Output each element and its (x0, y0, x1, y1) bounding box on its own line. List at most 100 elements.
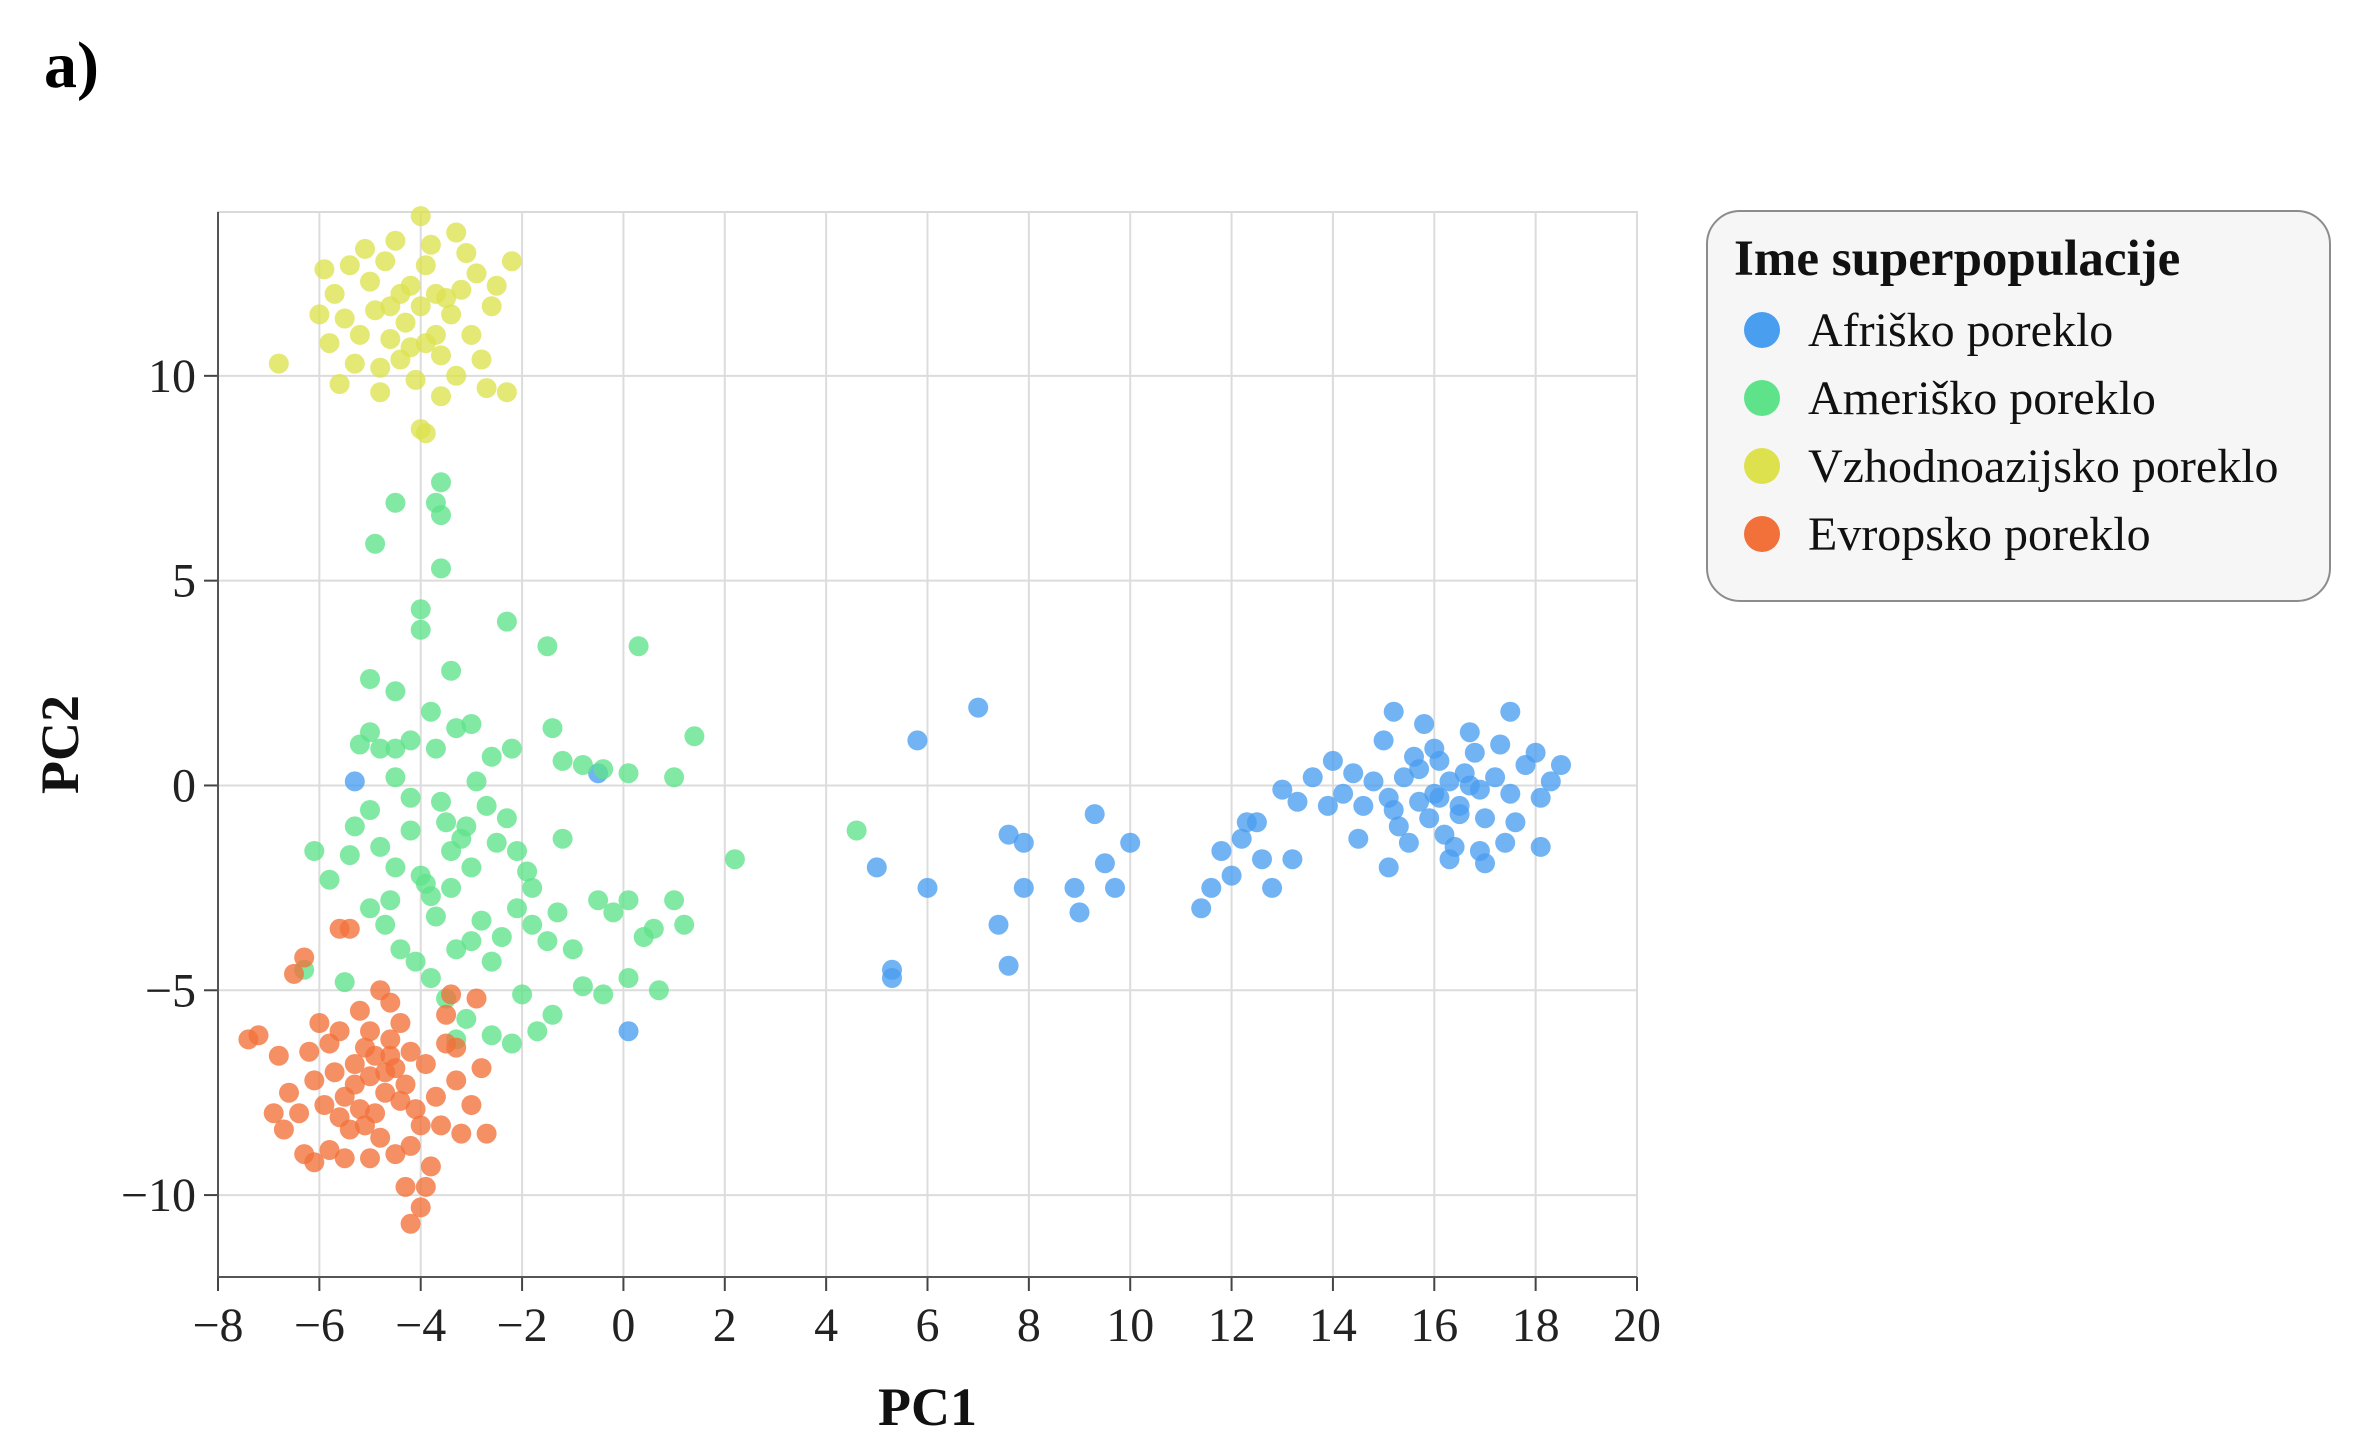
data-point (289, 1103, 310, 1124)
data-point (486, 275, 507, 296)
data-point (451, 279, 472, 300)
data-point (1383, 701, 1404, 722)
data-point (1409, 791, 1430, 812)
data-point (446, 718, 467, 739)
data-point (664, 767, 685, 788)
data-point (1013, 832, 1034, 853)
data-point (466, 988, 487, 1009)
data-point (1287, 791, 1308, 812)
data-point (1231, 828, 1252, 849)
data-point (344, 771, 365, 792)
data-point (1485, 767, 1506, 788)
x-tick-label: −6 (294, 1299, 345, 1352)
legend-swatch (1744, 516, 1780, 552)
x-tick-label: 8 (1017, 1299, 1041, 1352)
data-point (415, 423, 436, 444)
data-point (400, 1041, 421, 1062)
data-point (1490, 734, 1511, 755)
data-point (618, 763, 639, 784)
data-point (349, 1000, 370, 1021)
data-point (496, 611, 517, 632)
data-point (1551, 755, 1571, 775)
data-point (319, 1033, 340, 1054)
legend-label: Vzhodnoazijsko poreklo (1808, 439, 2279, 493)
data-point (405, 1099, 426, 1120)
data-point (562, 939, 583, 960)
data-point (1475, 808, 1495, 829)
data-point (375, 1062, 396, 1083)
data-point (1475, 853, 1495, 874)
data-point (664, 890, 685, 911)
data-point (461, 324, 482, 345)
data-point (461, 931, 482, 952)
data-point (344, 816, 365, 837)
data-point (1495, 832, 1516, 853)
legend-title: Ime superpopulacije (1734, 231, 2181, 287)
data-point (420, 968, 441, 988)
data-point (476, 378, 497, 399)
data-point (410, 1115, 431, 1136)
data-point (395, 1074, 416, 1095)
data-point (344, 353, 365, 374)
y-tick-label: −5 (145, 964, 196, 1017)
data-point (334, 1148, 355, 1169)
series-2 (268, 206, 522, 444)
data-point (618, 1021, 639, 1042)
data-point (1221, 865, 1242, 886)
x-tick-label: −8 (192, 1299, 243, 1352)
x-tick-label: −2 (497, 1299, 548, 1352)
y-axis-title: PC2 (30, 695, 90, 794)
data-point (370, 980, 391, 1001)
data-point (507, 898, 527, 919)
data-point (1449, 804, 1470, 825)
data-point (329, 1107, 350, 1128)
data-point (349, 734, 370, 755)
data-point (446, 939, 467, 960)
data-point (1013, 877, 1034, 898)
data-point (385, 681, 406, 702)
data-point (446, 1037, 467, 1058)
data-point (441, 304, 462, 325)
data-point (1317, 795, 1338, 816)
data-point (643, 918, 664, 939)
data-point (400, 787, 421, 808)
data-point (410, 599, 431, 620)
data-point (507, 841, 527, 861)
data-point (1439, 771, 1460, 792)
data-point (380, 890, 401, 911)
data-point (400, 337, 421, 358)
x-tick-label: 6 (916, 1299, 940, 1352)
data-point (309, 1013, 330, 1033)
data-point (1500, 701, 1521, 722)
data-point (481, 296, 502, 317)
data-point (481, 746, 502, 767)
legend-item: Ameriško poreklo (1734, 364, 2329, 432)
data-point (481, 951, 502, 972)
data-point (1409, 759, 1430, 780)
data-point (410, 1197, 431, 1218)
data-point (370, 738, 391, 759)
data-point (420, 1156, 441, 1177)
data-point (1530, 836, 1551, 857)
data-point (501, 1033, 522, 1054)
data-point (446, 222, 467, 243)
data-point (268, 1045, 289, 1066)
data-point (431, 386, 451, 407)
data-point (410, 206, 431, 227)
data-point (461, 1095, 482, 1115)
data-point (370, 382, 391, 403)
data-point (1191, 898, 1212, 919)
data-point (1236, 812, 1257, 833)
series-0 (344, 697, 1571, 1042)
data-point (461, 714, 482, 734)
data-point (1348, 828, 1369, 849)
x-tick-labels: −8 −6 −4 −2 0 2 4 6 8 10 12 14 16 18 20 (192, 1299, 1661, 1352)
y-tick-labels: −10 −5 0 5 10 (121, 350, 196, 1222)
data-point (593, 759, 614, 780)
data-point (882, 968, 902, 988)
data-point (385, 767, 406, 788)
data-point (547, 902, 568, 923)
x-tick-label: 4 (814, 1299, 838, 1352)
legend-swatch (1744, 380, 1780, 416)
